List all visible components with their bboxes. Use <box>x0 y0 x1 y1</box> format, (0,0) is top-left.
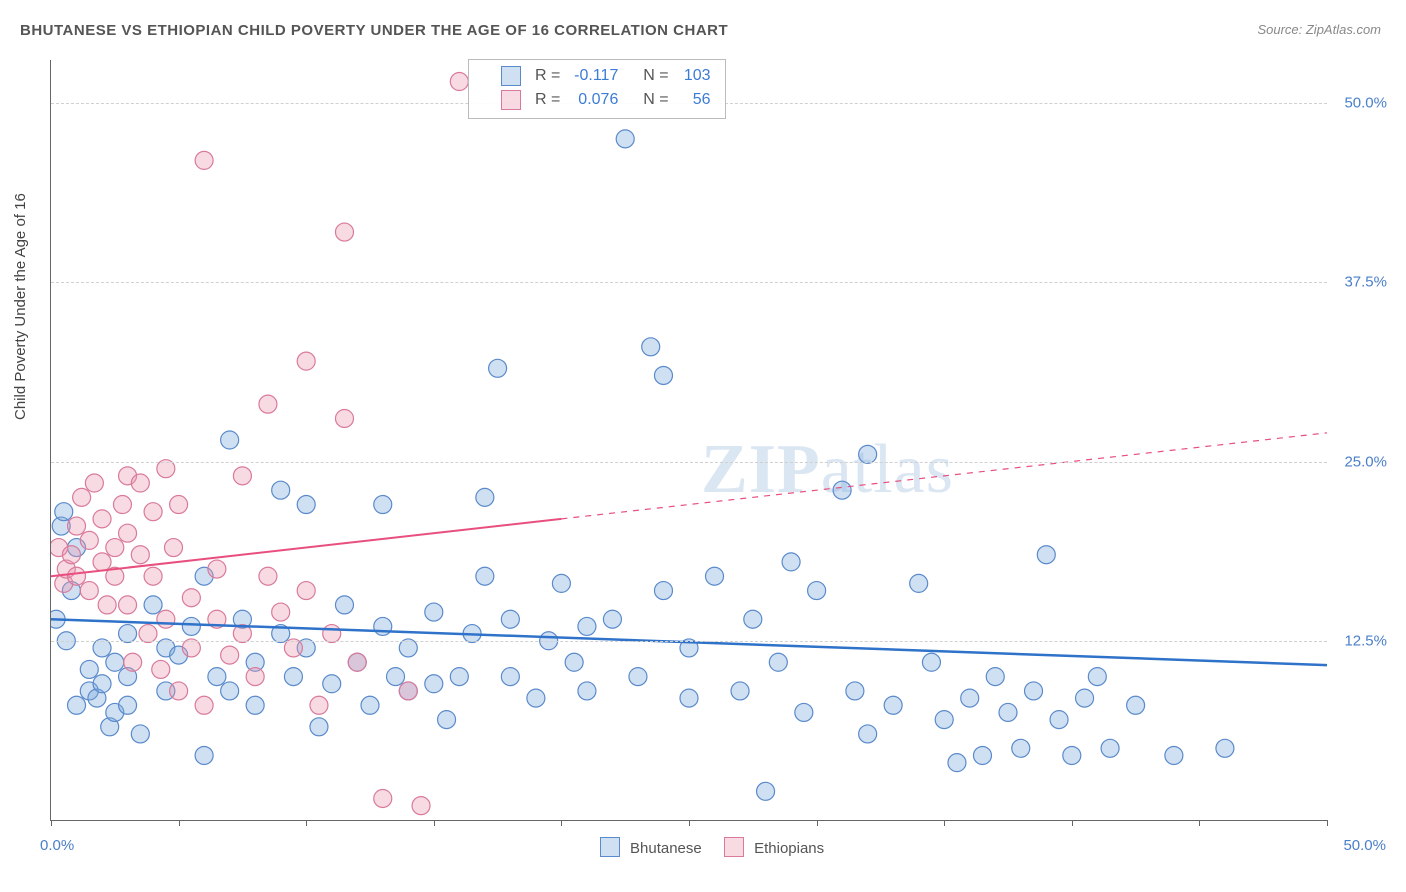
legend-swatch-ethiopians <box>724 837 744 857</box>
source-attribution: Source: ZipAtlas.com <box>1257 22 1381 37</box>
stats-legend-box: R = -0.117 N = 103 R = 0.076 N = 56 <box>468 59 726 119</box>
y-tick-label: 50.0% <box>1337 95 1387 112</box>
y-tick-label: 25.0% <box>1337 453 1387 470</box>
swatch-ethiopians <box>501 90 521 110</box>
stats-row-ethiopians: R = 0.076 N = 56 <box>483 88 711 112</box>
legend-label-bhutanese: Bhutanese <box>630 840 702 857</box>
series-legend: Bhutanese Ethiopians <box>0 837 1406 857</box>
chart-svg <box>51 60 1327 820</box>
y-tick-label: 12.5% <box>1337 632 1387 649</box>
plot-area: ZIPatlas 12.5%25.0%37.5%50.0% <box>50 60 1327 821</box>
legend-swatch-bhutanese <box>600 837 620 857</box>
chart-container: BHUTANESE VS ETHIOPIAN CHILD POVERTY UND… <box>0 0 1406 892</box>
legend-label-ethiopians: Ethiopians <box>754 840 824 857</box>
y-axis-label: Child Poverty Under the Age of 16 <box>12 193 29 420</box>
chart-title: BHUTANESE VS ETHIOPIAN CHILD POVERTY UND… <box>20 22 728 39</box>
swatch-bhutanese <box>501 66 521 86</box>
watermark: ZIPatlas <box>701 430 954 510</box>
y-tick-label: 37.5% <box>1337 274 1387 291</box>
stats-row-bhutanese: R = -0.117 N = 103 <box>483 64 711 88</box>
